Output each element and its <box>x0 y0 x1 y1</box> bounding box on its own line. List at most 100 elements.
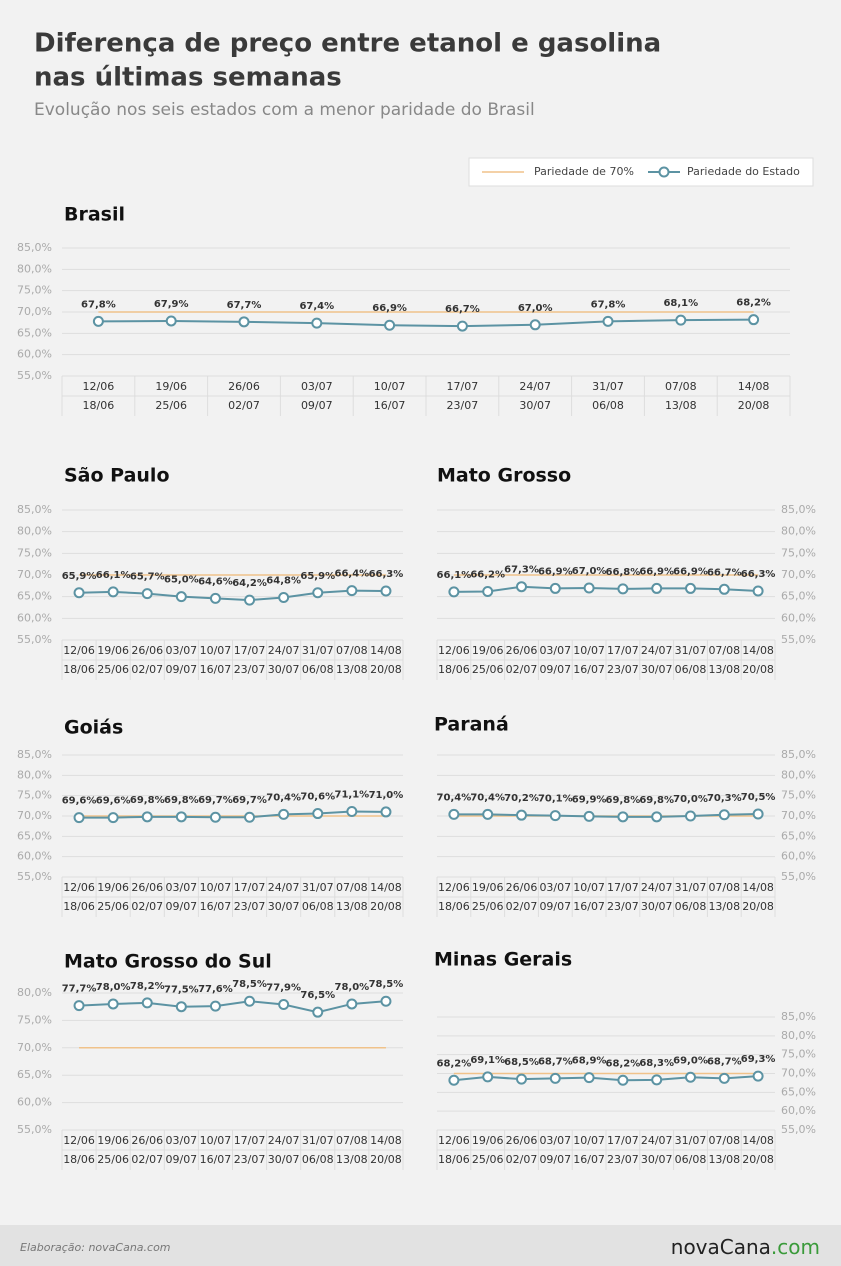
x-tick-label: 18/06 <box>438 900 470 913</box>
title: nas últimas semanas <box>34 63 342 93</box>
y-tick-label: 60,0% <box>781 850 816 863</box>
legend-label: Pariedade de 70% <box>534 165 634 178</box>
marker <box>278 999 290 1011</box>
chart-title: Minas Gerais <box>434 949 572 971</box>
x-tick-label: 07/08 <box>336 1134 368 1147</box>
data-label: 68,2% <box>606 1058 641 1069</box>
marker <box>583 810 595 822</box>
marker <box>583 1072 595 1084</box>
x-tick-label: 23/07 <box>607 663 639 676</box>
y-tick-label: 75,0% <box>17 546 52 559</box>
x-tick-label: 07/08 <box>708 881 740 894</box>
legend-label: Pariedade do Estado <box>687 165 800 178</box>
data-label: 69,8% <box>606 795 641 806</box>
marker <box>529 319 541 331</box>
data-label: 69,6% <box>96 796 131 807</box>
marker <box>380 585 392 597</box>
x-tick-label: 10/07 <box>573 881 605 894</box>
data-label: 68,3% <box>639 1058 674 1069</box>
x-tick-label: 26/06 <box>506 1134 538 1147</box>
y-tick-label: 55,0% <box>17 1123 52 1136</box>
marker <box>209 811 221 823</box>
x-tick-label: 03/07 <box>165 881 197 894</box>
x-tick-label: 30/07 <box>268 1153 300 1166</box>
y-tick-label: 70,0% <box>17 809 52 822</box>
x-tick-label: 03/07 <box>539 881 571 894</box>
data-label: 67,0% <box>572 566 607 577</box>
title: Diferença de preço entre etanol e gasoli… <box>34 29 661 59</box>
data-label: 69,8% <box>130 795 165 806</box>
x-tick-label: 09/07 <box>165 900 197 913</box>
data-label: 65,9% <box>300 571 335 582</box>
x-tick-label: 20/08 <box>742 1153 774 1166</box>
y-tick-label: 80,0% <box>17 525 52 538</box>
x-tick-label: 07/08 <box>665 380 697 393</box>
x-tick-label: 25/06 <box>97 663 129 676</box>
x-tick-label: 13/08 <box>665 399 697 412</box>
x-tick-label: 03/07 <box>301 380 333 393</box>
marker <box>141 588 153 600</box>
data-label: 68,7% <box>707 1056 742 1067</box>
data-label: 68,1% <box>663 298 698 309</box>
x-tick-label: 25/06 <box>155 399 187 412</box>
marker <box>602 315 614 327</box>
marker <box>141 811 153 823</box>
data-label: 66,9% <box>538 566 573 577</box>
data-label: 68,2% <box>437 1058 472 1069</box>
credit: Elaboração: novaCana.com <box>20 1241 171 1254</box>
chart-title: Mato Grosso <box>437 465 571 487</box>
y-tick-label: 65,0% <box>17 1068 52 1081</box>
x-tick-label: 06/08 <box>592 399 624 412</box>
x-tick-label: 31/07 <box>675 881 707 894</box>
marker <box>752 585 764 597</box>
x-tick-label: 18/06 <box>63 1153 95 1166</box>
x-tick-label: 10/07 <box>200 881 232 894</box>
x-tick-label: 16/07 <box>573 1153 605 1166</box>
data-label: 69,1% <box>470 1055 505 1066</box>
marker <box>482 1071 494 1083</box>
data-label: 70,0% <box>673 794 708 805</box>
y-tick-label: 80,0% <box>781 1029 816 1042</box>
marker <box>583 582 595 594</box>
data-label: 70,2% <box>504 793 539 804</box>
data-label: 64,6% <box>198 576 233 587</box>
data-label: 77,5% <box>164 985 199 996</box>
marker <box>312 808 324 820</box>
data-label: 69,7% <box>232 795 267 806</box>
y-tick-label: 55,0% <box>781 633 816 646</box>
x-tick-label: 26/06 <box>228 380 260 393</box>
marker <box>651 582 663 594</box>
x-tick-label: 14/08 <box>742 644 774 657</box>
x-tick-label: 12/06 <box>83 380 115 393</box>
x-tick-label: 02/07 <box>506 900 538 913</box>
x-tick-label: 18/06 <box>438 1153 470 1166</box>
x-tick-label: 06/08 <box>675 1153 707 1166</box>
marker <box>718 1072 730 1084</box>
legend-swatch <box>658 166 670 178</box>
data-label: 78,0% <box>96 982 131 993</box>
x-tick-label: 17/07 <box>607 881 639 894</box>
data-label: 66,9% <box>372 303 407 314</box>
legend <box>468 157 814 187</box>
x-tick-label: 26/06 <box>506 881 538 894</box>
marker <box>244 995 256 1007</box>
x-tick-label: 12/06 <box>438 881 470 894</box>
marker <box>107 586 119 598</box>
x-tick-label: 06/08 <box>675 663 707 676</box>
y-tick-label: 85,0% <box>17 241 52 254</box>
marker <box>752 808 764 820</box>
data-label: 70,3% <box>707 793 742 804</box>
marker <box>107 998 119 1010</box>
marker <box>278 808 290 820</box>
marker <box>73 812 85 824</box>
y-tick-label: 80,0% <box>781 768 816 781</box>
x-tick-label: 02/07 <box>228 399 260 412</box>
x-tick-label: 24/07 <box>641 1134 673 1147</box>
x-tick-label: 18/06 <box>63 900 95 913</box>
y-tick-label: 75,0% <box>781 1048 816 1061</box>
marker <box>748 314 760 326</box>
y-tick-label: 75,0% <box>17 284 52 297</box>
x-tick-label: 16/07 <box>200 663 232 676</box>
data-label: 67,0% <box>518 303 553 314</box>
